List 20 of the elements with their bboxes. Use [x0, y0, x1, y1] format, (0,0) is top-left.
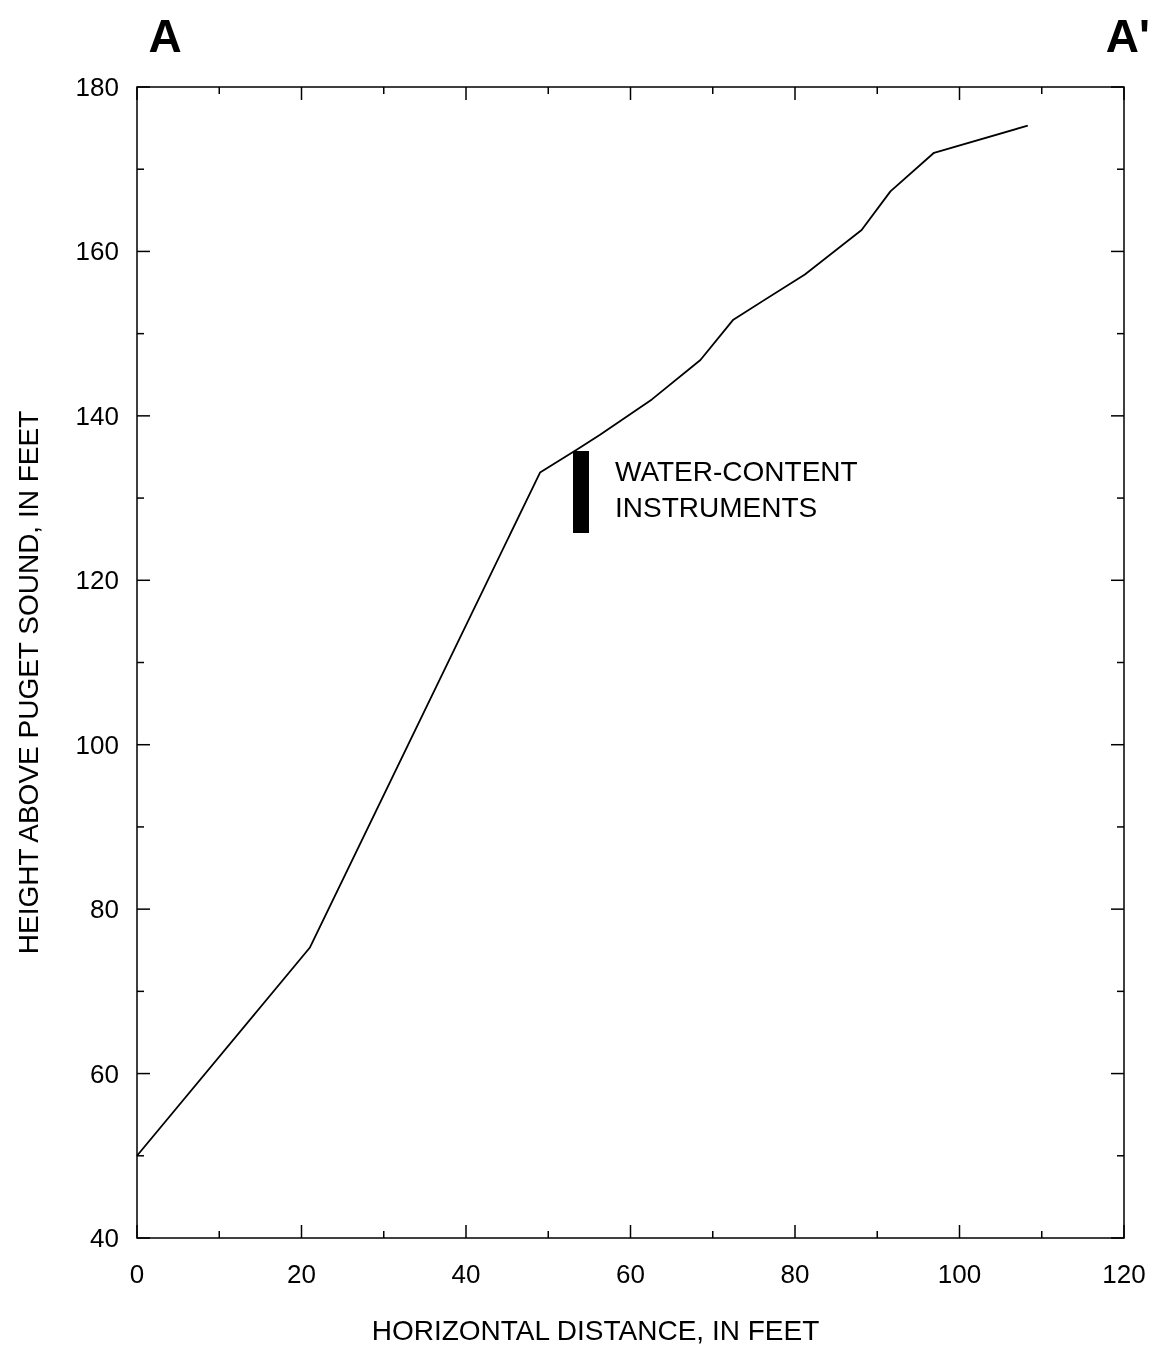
y-tick-label: 160 [75, 236, 119, 267]
x-tick-label: 60 [616, 1259, 645, 1289]
y-tick-label: 120 [75, 565, 119, 596]
x-tick-label: 40 [451, 1259, 481, 1289]
text: A [148, 10, 182, 62]
y-tick-label: 100 [75, 729, 119, 760]
x-tick-label: 0 [129, 1259, 145, 1289]
x-tick-label: 100 [937, 1259, 982, 1289]
x-axis-title: HORIZONTAL DISTANCE, IN FEET [371, 1315, 820, 1346]
x-tick-label: 80 [780, 1259, 810, 1289]
x-tick-label: 20 [287, 1259, 316, 1289]
annotation: WATER-CONTENT INSTRUMENTS [615, 456, 858, 523]
y-tick-label: 140 [75, 400, 119, 431]
y-tick-label: 180 [75, 72, 119, 102]
y-tick-label: 80 [90, 894, 119, 925]
y-tick-label: 60 [90, 1058, 119, 1089]
text: A' [1105, 10, 1150, 62]
y-axis-title: HEIGHT ABOVE PUGET SOUND, IN FEET [13, 410, 44, 955]
y-tick-label: 40 [90, 1223, 119, 1253]
x-tick-label: 120 [1102, 1259, 1146, 1289]
